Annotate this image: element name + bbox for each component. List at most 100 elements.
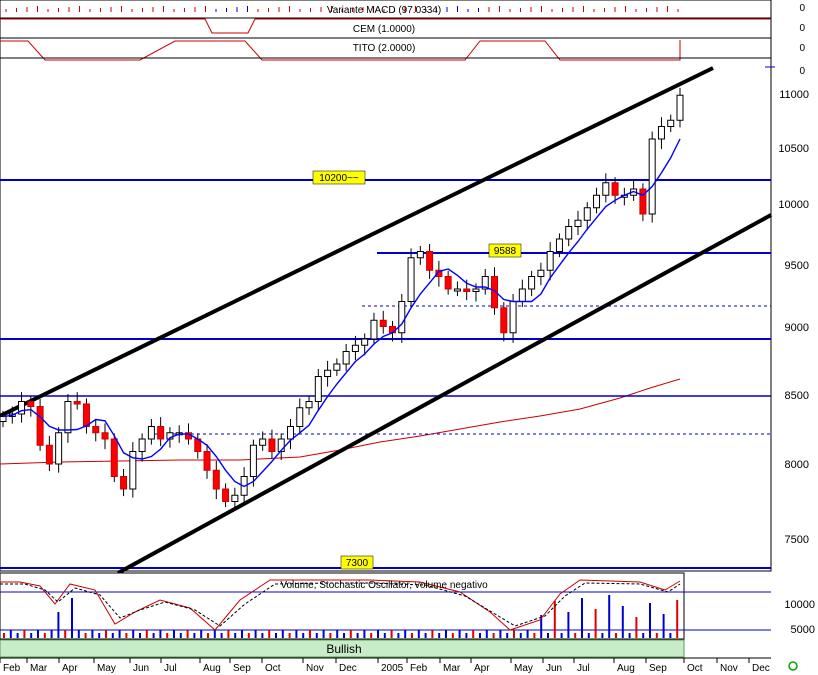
volume-panel-title: Volume, Stochastic Oscillator, volume ne… (280, 580, 488, 591)
candle-down (36, 406, 44, 446)
candle-up (648, 138, 656, 215)
candle-up (416, 251, 424, 259)
status-circle-icon (788, 661, 798, 671)
month-label: Mar (30, 663, 48, 674)
candle-down (426, 251, 434, 271)
candle-down (639, 188, 647, 215)
candle-up (277, 438, 285, 452)
candle-up (370, 319, 378, 340)
cem-label: CEM (1.0000) (353, 24, 415, 35)
candle-down (82, 403, 90, 427)
candle-down (444, 276, 452, 290)
candle-up (657, 126, 665, 140)
candle-up (147, 426, 155, 440)
candle-up (249, 444, 257, 477)
indicator-panels: Variante MACD (97.0334) CEM (1.0000) TIT… (0, 0, 805, 61)
candle-up (18, 401, 26, 415)
candle-down (120, 476, 128, 490)
tito-line (0, 40, 681, 61)
candle-up (314, 376, 322, 402)
candle-up (667, 119, 675, 127)
candle-up (55, 432, 63, 465)
level-label-7300: 7300 (340, 555, 374, 570)
candle-up (351, 344, 359, 352)
price-tick: 9500 (785, 260, 809, 272)
candle-up (333, 363, 341, 371)
volume-tick: 10000 (784, 599, 815, 611)
candle-up (0, 416, 7, 422)
volume-tick: 5000 (791, 624, 815, 636)
price-tick: 11000 (779, 89, 809, 101)
month-label: Mar (443, 663, 461, 674)
price-panel (0, 57, 772, 572)
month-axis: Feb Mar Apr May Jun Jul Aug Sep Oct Nov Dec 2005 Feb… (0, 657, 771, 674)
price-tick: 8000 (785, 459, 809, 471)
candle-up (481, 276, 489, 290)
price-tick: 7500 (785, 534, 809, 546)
month-label: Nov (720, 663, 738, 674)
channel-lower-line (117, 213, 772, 575)
month-label: Feb (410, 663, 428, 674)
month-label: Apr (474, 663, 490, 674)
cem-value: 0 (799, 23, 805, 34)
candle-up (602, 182, 610, 196)
price-tick: 9000 (785, 322, 809, 334)
candle-down (27, 401, 35, 407)
candle-up (305, 401, 313, 409)
month-label: Nov (306, 663, 324, 674)
candle-down (500, 307, 508, 334)
candle-down (389, 326, 397, 334)
channel-upper-line (0, 66, 714, 418)
candle-down (157, 426, 165, 440)
month-label: Jun (546, 663, 562, 674)
candle-up (286, 426, 294, 440)
candle-up (324, 369, 332, 377)
month-label: Jun (133, 663, 149, 674)
candle-up (555, 238, 563, 252)
candle-up (361, 338, 369, 346)
month-label: Jul (164, 663, 177, 674)
month-label: Oct (265, 663, 281, 674)
candle-down (92, 426, 100, 434)
price-axis: 11000 10500 10000 9500 9000 8500 8000 75… (778, 89, 809, 546)
candle-up (129, 451, 137, 490)
candle-up (583, 207, 591, 221)
candle-up (546, 251, 554, 271)
volume-bars (3, 595, 679, 638)
month-label: Sep (649, 663, 667, 674)
candle-up (574, 219, 582, 227)
candle-down (203, 451, 211, 471)
price-tick: 8500 (785, 390, 809, 402)
candle-up (231, 494, 239, 502)
level-label-9588-text: 9588 (494, 246, 517, 257)
month-label: Apr (62, 663, 78, 674)
tito-value: 0 (799, 43, 805, 54)
candle-up (64, 401, 72, 434)
cem-line (0, 18, 771, 34)
macd-value: 0 (799, 3, 805, 14)
candle-down (212, 469, 220, 490)
candle-up (398, 301, 406, 334)
candle-up (342, 351, 350, 365)
level-label-10200-text: 10200~~ (319, 173, 359, 184)
month-label: May (514, 663, 533, 674)
month-label: May (97, 663, 116, 674)
candle-down (435, 269, 443, 277)
horizontal-levels (0, 179, 771, 569)
candle-down (73, 401, 81, 405)
month-label: 2005 (381, 663, 404, 674)
candle-up (565, 226, 573, 240)
month-label: Dec (339, 663, 357, 674)
candle-down (45, 444, 53, 465)
candle-down (268, 438, 276, 452)
status-bar (0, 639, 685, 658)
stochastic-d-line (0, 582, 681, 627)
candle-up (528, 276, 536, 290)
candle-up (453, 288, 461, 292)
candle-down (463, 288, 471, 292)
ma-long-line (0, 378, 681, 465)
month-label: Oct (687, 663, 703, 674)
month-label: Jul (577, 663, 590, 674)
macd-label: Variante MACD (97.0334) (327, 5, 441, 16)
